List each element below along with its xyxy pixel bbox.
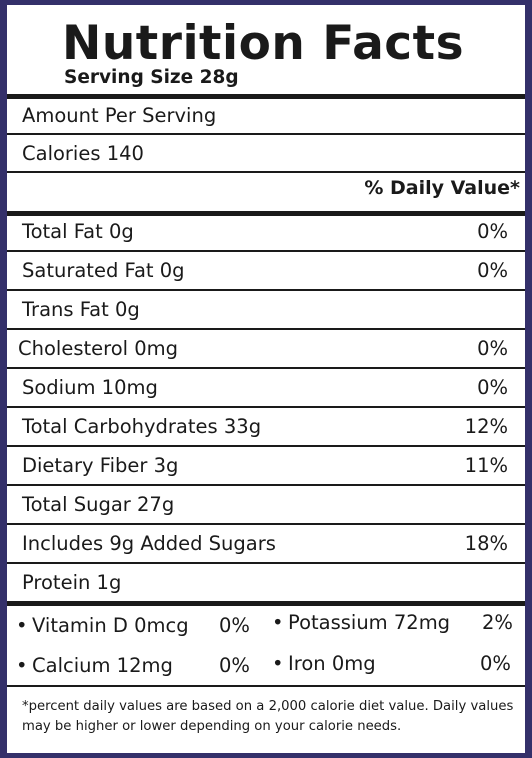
divider <box>7 562 525 564</box>
nutrient-row: Includes 9g Added Sugars 18% <box>7 525 525 562</box>
divider <box>7 445 525 447</box>
thick-divider <box>7 211 525 216</box>
label-title: Nutrition Facts <box>62 16 465 71</box>
footnote: *percent daily values are based on a 2,0… <box>22 699 514 734</box>
nutrient-name: Dietary Fiber 3g <box>22 454 179 477</box>
thick-divider <box>7 601 525 606</box>
vitamin-name: Iron 0mg <box>288 652 376 675</box>
vitamin-daily-value: 2% <box>482 611 513 634</box>
nutrient-daily-value: 0% <box>477 337 508 360</box>
divider <box>7 367 525 369</box>
nutrient-name: Saturated Fat 0g <box>22 259 185 282</box>
bullet-icon: • <box>16 654 28 677</box>
divider <box>7 250 525 252</box>
divider <box>7 171 525 173</box>
vitamin-daily-value: 0% <box>480 652 511 675</box>
serving-size: Serving Size 28g <box>64 67 239 88</box>
divider <box>7 685 525 687</box>
nutrient-name: Total Sugar 27g <box>22 493 175 516</box>
vitamin-daily-value: 0% <box>219 614 250 637</box>
potassium-item: • Potassium 72mg <box>272 608 450 638</box>
divider <box>7 484 525 486</box>
nutrient-row: Total Carbohydrates 33g 12% <box>7 408 525 445</box>
title-block: Nutrition Facts Serving Size 28g <box>7 5 525 94</box>
bullet-icon: • <box>272 611 284 634</box>
nutrient-daily-value: 11% <box>464 454 508 477</box>
nutrient-row: Total Sugar 27g <box>7 486 525 523</box>
nutrient-row: Saturated Fat 0g 0% <box>7 252 525 289</box>
nutrient-daily-value: 18% <box>464 532 508 555</box>
nutrient-row: Dietary Fiber 3g 11% <box>7 447 525 484</box>
iron-item: • Iron 0mg <box>272 649 376 679</box>
nutrient-name: Sodium 10mg <box>22 376 158 399</box>
divider <box>7 406 525 408</box>
nutrient-row: Sodium 10mg 0% <box>7 369 525 406</box>
bullet-icon: • <box>272 652 284 675</box>
nutrient-daily-value: 12% <box>464 415 508 438</box>
calories: Calories 140 <box>22 142 144 165</box>
nutrient-row: Protein 1g <box>7 564 525 601</box>
vitamin-name: Potassium 72mg <box>288 611 451 634</box>
divider <box>7 328 525 330</box>
daily-value-header: % Daily Value* <box>364 177 520 199</box>
vitamin-d-item: • Vitamin D 0mcg <box>16 611 189 641</box>
nutrient-name: Cholesterol 0mg <box>18 337 179 360</box>
vitamin-daily-value: 0% <box>219 654 250 677</box>
nutrient-row: Trans Fat 0g <box>7 291 525 328</box>
vitamin-name: Vitamin D 0mcg <box>32 614 189 637</box>
nutrient-name: Total Carbohydrates 33g <box>22 415 262 438</box>
nutrition-label: Nutrition Facts Serving Size 28g Amount … <box>7 5 525 753</box>
nutrient-name: Includes 9g Added Sugars <box>22 532 276 555</box>
nutrient-row: Total Fat 0g 0% <box>7 213 525 250</box>
vitamin-name: Calcium 12mg <box>32 654 173 677</box>
amount-per-serving-row: Amount Per Serving <box>7 97 525 134</box>
calcium-item: • Calcium 12mg <box>16 651 173 681</box>
thick-divider <box>7 94 525 99</box>
nutrient-daily-value: 0% <box>477 259 508 282</box>
bullet-icon: • <box>16 614 28 637</box>
nutrient-daily-value: 0% <box>477 376 508 399</box>
calories-row: Calories 140 <box>7 135 525 172</box>
divider <box>7 133 525 135</box>
nutrient-row: Cholesterol 0mg 0% <box>7 330 525 367</box>
nutrient-name: Total Fat 0g <box>22 220 134 243</box>
divider <box>7 523 525 525</box>
amount-per-serving: Amount Per Serving <box>22 104 217 127</box>
daily-value-header-row: % Daily Value* <box>7 170 525 207</box>
nutrient-name: Protein 1g <box>22 571 122 594</box>
divider <box>7 289 525 291</box>
nutrient-name: Trans Fat 0g <box>22 298 140 321</box>
nutrient-daily-value: 0% <box>477 220 508 243</box>
